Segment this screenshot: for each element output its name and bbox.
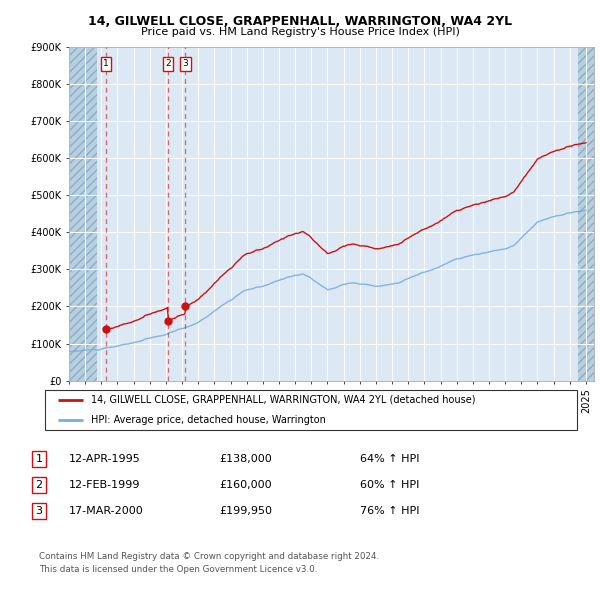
Text: 14, GILWELL CLOSE, GRAPPENHALL, WARRINGTON, WA4 2YL: 14, GILWELL CLOSE, GRAPPENHALL, WARRINGT…: [88, 15, 512, 28]
Text: £199,950: £199,950: [219, 506, 272, 516]
Text: 3: 3: [35, 506, 43, 516]
Text: This data is licensed under the Open Government Licence v3.0.: This data is licensed under the Open Gov…: [39, 565, 317, 574]
Text: 14, GILWELL CLOSE, GRAPPENHALL, WARRINGTON, WA4 2YL (detached house): 14, GILWELL CLOSE, GRAPPENHALL, WARRINGT…: [91, 395, 475, 405]
Bar: [69, 47, 97, 381]
FancyBboxPatch shape: [45, 390, 577, 430]
Text: 17-MAR-2000: 17-MAR-2000: [69, 506, 144, 516]
Bar: [578, 47, 594, 381]
Text: 2: 2: [35, 480, 43, 490]
Text: 12-APR-1995: 12-APR-1995: [69, 454, 141, 464]
Bar: [578, 47, 594, 381]
Text: £138,000: £138,000: [219, 454, 272, 464]
Text: Contains HM Land Registry data © Crown copyright and database right 2024.: Contains HM Land Registry data © Crown c…: [39, 552, 379, 560]
Text: 60% ↑ HPI: 60% ↑ HPI: [360, 480, 419, 490]
Text: 64% ↑ HPI: 64% ↑ HPI: [360, 454, 419, 464]
Text: 1: 1: [35, 454, 43, 464]
Text: 1: 1: [103, 60, 109, 68]
Text: 12-FEB-1999: 12-FEB-1999: [69, 480, 140, 490]
Bar: [69, 47, 97, 381]
Text: 76% ↑ HPI: 76% ↑ HPI: [360, 506, 419, 516]
Text: £160,000: £160,000: [219, 480, 272, 490]
Text: 2: 2: [165, 60, 170, 68]
Text: HPI: Average price, detached house, Warrington: HPI: Average price, detached house, Warr…: [91, 415, 325, 425]
Text: Price paid vs. HM Land Registry's House Price Index (HPI): Price paid vs. HM Land Registry's House …: [140, 27, 460, 37]
Text: 3: 3: [182, 60, 188, 68]
